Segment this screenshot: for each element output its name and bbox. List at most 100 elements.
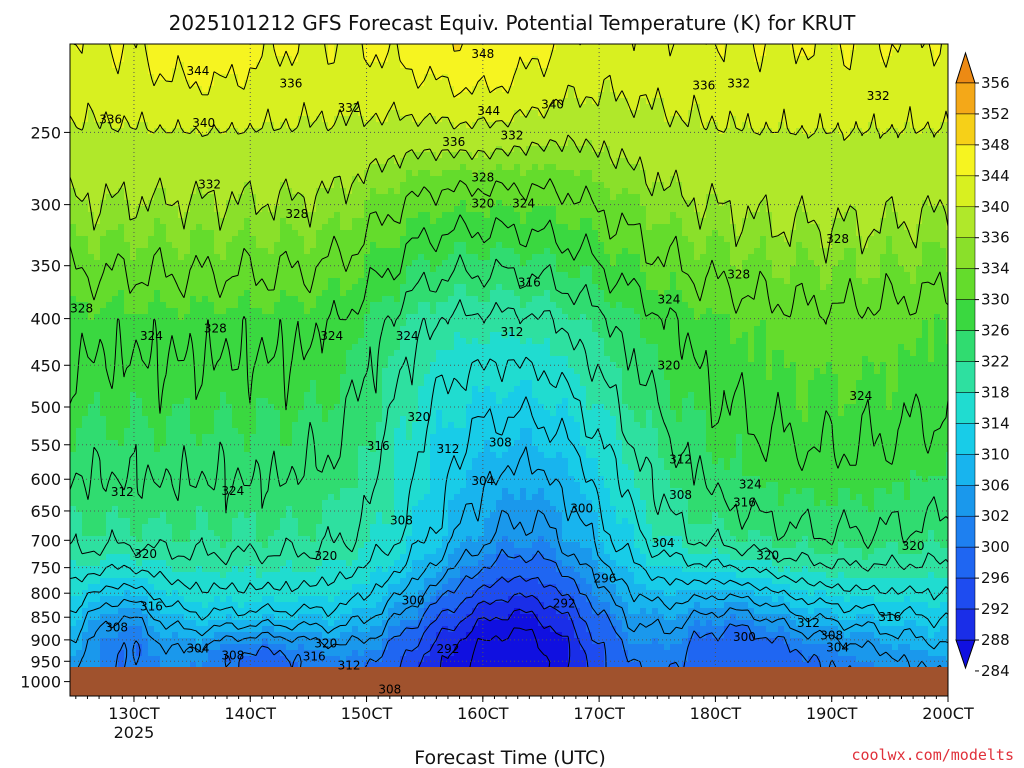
field-cell — [754, 194, 761, 201]
field-cell — [754, 80, 761, 87]
field-cell — [820, 140, 827, 147]
field-cell — [910, 74, 917, 81]
field-cell — [328, 206, 335, 213]
field-cell — [826, 182, 833, 189]
field-cell — [514, 188, 521, 195]
field-cell — [904, 110, 911, 117]
field-cell — [274, 98, 281, 105]
field-cell — [490, 182, 497, 189]
field-cell — [568, 242, 575, 249]
field-cell — [478, 92, 485, 99]
field-cell — [736, 56, 743, 63]
field-cell — [862, 98, 869, 105]
field-cell — [694, 230, 701, 237]
field-cell — [916, 86, 923, 93]
field-cell — [658, 128, 665, 135]
field-cell — [214, 56, 221, 63]
field-cell — [238, 134, 245, 141]
field-cell — [670, 104, 677, 111]
field-cell — [670, 80, 677, 87]
field-cell — [82, 50, 89, 57]
field-cell — [340, 212, 347, 219]
field-cell — [400, 188, 407, 195]
field-cell — [898, 116, 905, 123]
field-cell — [814, 110, 821, 117]
field-cell — [376, 140, 383, 147]
field-cell — [490, 128, 497, 135]
field-cell — [778, 188, 785, 195]
field-cell — [712, 158, 719, 165]
field-cell — [166, 194, 173, 201]
field-cell — [838, 86, 845, 93]
field-cell — [796, 206, 803, 213]
field-cell — [328, 62, 335, 69]
field-cell — [610, 212, 617, 219]
field-cell — [286, 176, 293, 183]
field-cell — [532, 230, 539, 237]
field-cell — [256, 206, 263, 213]
field-cell — [802, 218, 809, 225]
field-cell — [868, 98, 875, 105]
field-cell — [442, 152, 449, 159]
field-cell — [160, 110, 167, 117]
field-cell — [250, 134, 257, 141]
field-cell — [208, 140, 215, 147]
field-cell — [832, 176, 839, 183]
field-cell — [250, 56, 257, 63]
field-cell — [574, 194, 581, 201]
field-cell — [910, 212, 917, 219]
field-cell — [442, 170, 449, 177]
field-cell — [562, 62, 569, 69]
field-cell — [748, 182, 755, 189]
field-cell — [778, 152, 785, 159]
field-cell — [688, 230, 695, 237]
field-cell — [898, 92, 905, 99]
field-cell — [436, 242, 443, 249]
field-cell — [496, 230, 503, 237]
field-cell — [658, 44, 665, 51]
field-cell — [232, 128, 239, 135]
field-cell — [868, 62, 875, 69]
field-cell — [622, 176, 629, 183]
field-cell — [646, 164, 653, 171]
field-cell — [250, 206, 257, 213]
field-cell — [838, 194, 845, 201]
field-cell — [160, 230, 167, 237]
field-cell — [178, 68, 185, 75]
field-cell — [196, 236, 203, 243]
field-cell — [718, 140, 725, 147]
field-cell — [370, 68, 377, 75]
field-cell — [412, 56, 419, 63]
field-cell — [166, 230, 173, 237]
field-cell — [268, 56, 275, 63]
field-cell — [826, 50, 833, 57]
field-cell — [388, 242, 395, 249]
field-cell — [424, 218, 431, 225]
field-cell — [868, 68, 875, 75]
field-cell — [358, 50, 365, 57]
field-cell — [844, 164, 851, 171]
field-cell — [682, 158, 689, 165]
field-cell — [766, 158, 773, 165]
field-cell — [652, 56, 659, 63]
field-cell — [142, 218, 149, 225]
field-cell — [238, 110, 245, 117]
field-cell — [640, 44, 647, 51]
field-cell — [502, 170, 509, 177]
field-cell — [136, 92, 143, 99]
field-cell — [706, 230, 713, 237]
field-cell — [202, 182, 209, 189]
field-cell — [190, 140, 197, 147]
field-cell — [346, 218, 353, 225]
field-cell — [610, 194, 617, 201]
field-cell — [748, 146, 755, 153]
field-cell — [634, 86, 641, 93]
field-cell — [256, 56, 263, 63]
field-cell — [526, 230, 533, 237]
field-cell — [532, 170, 539, 177]
field-cell — [868, 164, 875, 171]
field-cell — [616, 212, 623, 219]
field-cell — [700, 56, 707, 63]
field-cell — [436, 218, 443, 225]
field-cell — [280, 242, 287, 249]
